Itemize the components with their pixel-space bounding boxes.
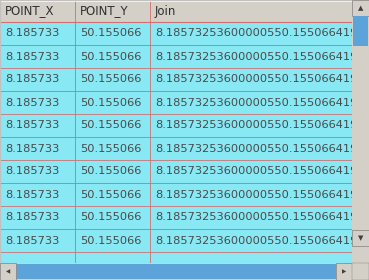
- Text: 8.185733: 8.185733: [5, 167, 59, 176]
- Bar: [352, 263, 369, 280]
- Text: 8.18573253600000550.155066419: 8.18573253600000550.155066419: [155, 52, 357, 62]
- Bar: [353, 16, 368, 46]
- Text: Join: Join: [155, 4, 176, 17]
- Bar: [0, 0, 352, 22]
- Text: POINT_Y: POINT_Y: [80, 4, 129, 17]
- Text: 50.155066: 50.155066: [80, 74, 141, 85]
- Text: 50.155066: 50.155066: [80, 29, 141, 39]
- Text: 8.18573253600000550.155066419: 8.18573253600000550.155066419: [155, 213, 357, 223]
- Text: ▶: ▶: [342, 269, 346, 274]
- Text: 50.155066: 50.155066: [80, 190, 141, 199]
- Text: 8.185733: 8.185733: [5, 213, 59, 223]
- Text: 8.185733: 8.185733: [5, 120, 59, 130]
- Bar: [352, 0, 369, 263]
- Text: ▲: ▲: [358, 5, 363, 11]
- Text: 50.155066: 50.155066: [80, 235, 141, 246]
- Text: 8.185733: 8.185733: [5, 29, 59, 39]
- Bar: [16, 264, 336, 279]
- Text: 8.18573253600000550.155066419: 8.18573253600000550.155066419: [155, 120, 357, 130]
- Text: 50.155066: 50.155066: [80, 97, 141, 108]
- Text: 8.185733: 8.185733: [5, 52, 59, 62]
- Text: ◀: ◀: [6, 269, 10, 274]
- Bar: [352, 230, 369, 246]
- Text: 8.18573253600000550.155066419: 8.18573253600000550.155066419: [155, 143, 357, 153]
- Text: 8.185733: 8.185733: [5, 190, 59, 199]
- Text: 8.185733: 8.185733: [5, 97, 59, 108]
- Text: 8.185733: 8.185733: [5, 235, 59, 246]
- Text: 8.18573253600000550.155066419: 8.18573253600000550.155066419: [155, 74, 357, 85]
- Text: 50.155066: 50.155066: [80, 143, 141, 153]
- Bar: [0, 263, 16, 280]
- Bar: [0, 263, 369, 280]
- Text: 8.185733: 8.185733: [5, 74, 59, 85]
- Text: 50.155066: 50.155066: [80, 52, 141, 62]
- Text: ▼: ▼: [358, 235, 363, 241]
- Text: 8.18573253600000550.155066419: 8.18573253600000550.155066419: [155, 190, 357, 199]
- Bar: [336, 263, 352, 280]
- Text: 8.18573253600000550.155066419: 8.18573253600000550.155066419: [155, 97, 357, 108]
- Text: 8.18573253600000550.155066419: 8.18573253600000550.155066419: [155, 167, 357, 176]
- Text: 50.155066: 50.155066: [80, 120, 141, 130]
- Text: 8.185733: 8.185733: [5, 143, 59, 153]
- Text: 50.155066: 50.155066: [80, 167, 141, 176]
- Text: POINT_X: POINT_X: [5, 4, 55, 17]
- Text: 8.18573253600000550.155066419: 8.18573253600000550.155066419: [155, 235, 357, 246]
- Bar: [352, 0, 369, 16]
- Text: 8.18573253600000550.155066419: 8.18573253600000550.155066419: [155, 29, 357, 39]
- Text: 50.155066: 50.155066: [80, 213, 141, 223]
